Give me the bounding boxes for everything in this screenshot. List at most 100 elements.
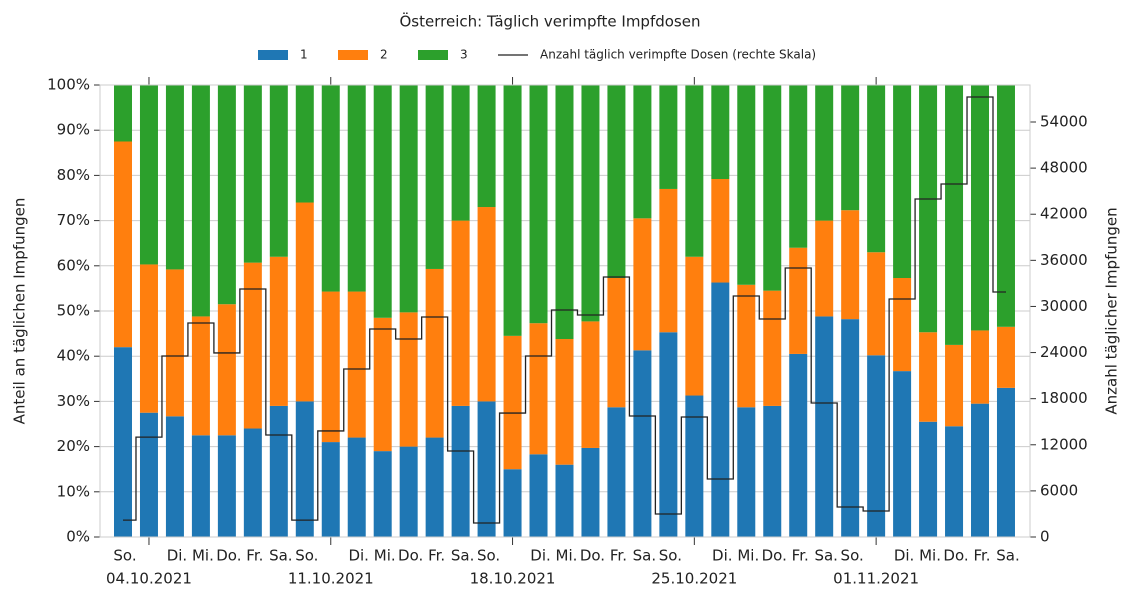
y2-tick-label: 6000 — [1040, 481, 1078, 499]
legend-label: 3 — [460, 48, 468, 62]
legend-swatch — [258, 50, 288, 60]
bar-segment — [451, 405, 470, 537]
bar-segment — [139, 85, 158, 265]
bar-segment — [919, 332, 938, 422]
bar-segment — [971, 85, 990, 331]
bar-segment — [503, 85, 522, 336]
x-tick-label: Sa. — [269, 547, 292, 565]
bar-segment — [763, 405, 782, 537]
bar-segment — [191, 85, 210, 317]
bar-segment — [996, 326, 1015, 388]
y2-tick-label: 12000 — [1040, 435, 1088, 453]
bar-segment — [529, 85, 548, 324]
bar-segment — [555, 464, 574, 537]
bar-segment — [217, 304, 236, 436]
y-tick-label: 80% — [57, 166, 90, 184]
y-tick-label: 20% — [57, 437, 90, 455]
bar-segment — [503, 335, 522, 470]
bar-segment — [867, 252, 886, 356]
bar-segment — [243, 262, 262, 429]
x-tick-label: Sa. — [451, 547, 474, 565]
y-tick-label: 60% — [57, 256, 90, 274]
x-tick-label: So. — [295, 547, 318, 565]
bar-segment — [607, 85, 626, 279]
bar-segment — [269, 405, 288, 537]
bar-segment — [789, 247, 808, 354]
y-tick-label: 40% — [57, 347, 90, 365]
bar-segment — [165, 416, 184, 537]
x-tick-label: So. — [659, 547, 682, 565]
x-tick-label: Di. — [894, 547, 915, 565]
x-tick-label: Do. — [762, 547, 787, 565]
y2-tick-label: 54000 — [1040, 113, 1088, 131]
x-tick-label: 04.10.2021 — [106, 570, 192, 588]
bar-segment — [789, 85, 808, 248]
bar-segment — [425, 85, 444, 269]
bar-segment — [321, 85, 340, 292]
bar-segment — [295, 202, 314, 402]
x-tick-label: Mi. — [374, 547, 396, 565]
y2-tick-label: 48000 — [1040, 159, 1088, 177]
bar-segment — [581, 321, 600, 448]
bar-segment — [685, 85, 704, 257]
x-tick-label: Di. — [348, 547, 369, 565]
x-tick-label: So. — [477, 547, 500, 565]
x-tick-label: Mi. — [192, 547, 214, 565]
bar-segment — [685, 256, 704, 396]
x-tick-label: Do. — [398, 547, 423, 565]
bar-segment — [945, 344, 964, 427]
bar-segment — [711, 282, 730, 537]
bar-segment — [971, 330, 990, 404]
bar-segment — [919, 85, 938, 333]
bar-segment — [191, 435, 210, 537]
x-tick-label: 25.10.2021 — [651, 570, 737, 588]
x-tick-label: Di. — [530, 547, 551, 565]
y-tick-label: 90% — [57, 121, 90, 139]
bar-segment — [893, 85, 912, 279]
x-tick-label: So. — [841, 547, 864, 565]
x-tick-label: Fr. — [246, 547, 263, 565]
chart-title: Österreich: Täglich verimpfte Impfdosen — [400, 12, 701, 31]
bar-segment — [633, 218, 652, 351]
y-tick-label: 10% — [57, 482, 90, 500]
bar-segment — [659, 188, 678, 333]
bar-segment — [425, 268, 444, 438]
bar-segment — [399, 312, 418, 447]
bar-segment — [399, 446, 418, 537]
bar-segment — [945, 85, 964, 345]
x-tick-label: Di. — [167, 547, 188, 565]
bar-segment — [269, 85, 288, 257]
bar-segment — [737, 284, 756, 408]
bar-segment — [685, 395, 704, 537]
bar-segment — [711, 85, 730, 180]
bar-segment — [607, 278, 626, 408]
bar-segment — [763, 85, 782, 291]
bar-segment — [996, 85, 1015, 327]
bar-segment — [996, 387, 1015, 537]
bar-segment — [451, 85, 470, 221]
bar-segment — [243, 428, 262, 537]
bar-segment — [425, 437, 444, 537]
bar-segment — [114, 347, 132, 537]
bar-segment — [555, 85, 574, 340]
step-line — [123, 96, 1006, 524]
bar-segment — [477, 85, 496, 208]
x-tick-label: Sa. — [633, 547, 656, 565]
x-tick-label: 01.11.2021 — [833, 570, 919, 588]
y-axis-label: Anteil an täglichen Impfungen — [11, 198, 29, 425]
x-tick-label: Fr. — [610, 547, 627, 565]
legend-label: 1 — [300, 48, 308, 62]
bar-segment — [243, 85, 262, 263]
x-tick-label: Sa. — [814, 547, 837, 565]
bar-segment — [815, 316, 834, 537]
bar-segment — [139, 412, 158, 537]
y-tick-label: 70% — [57, 211, 90, 229]
legend-swatch — [418, 50, 448, 60]
bar-segment — [477, 207, 496, 402]
bar-segment — [581, 85, 600, 322]
x-tick-label: Sa. — [996, 547, 1019, 565]
bar-segment — [347, 437, 366, 537]
y2-tick-label: 30000 — [1040, 297, 1088, 315]
bar-segment — [581, 447, 600, 537]
